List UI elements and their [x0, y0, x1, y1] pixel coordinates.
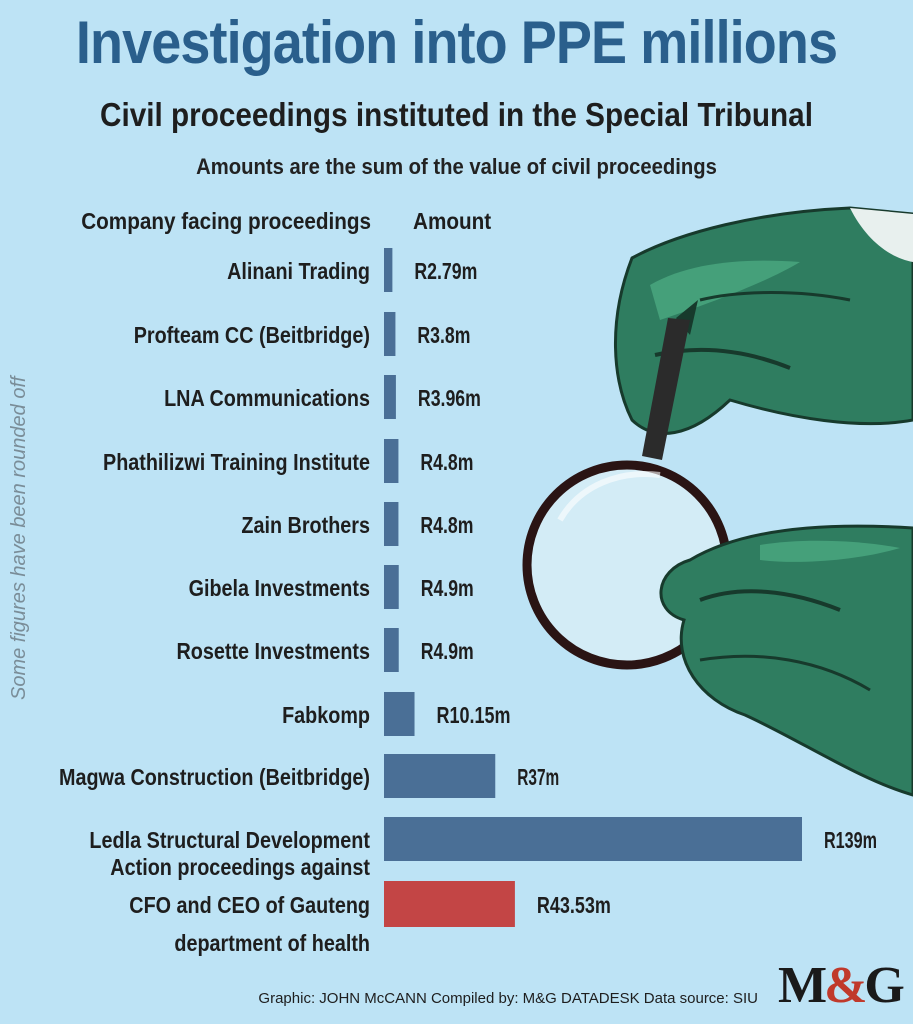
category-label-10-0: Action proceedings against: [110, 854, 370, 880]
value-label-0: R2.79m: [414, 258, 477, 284]
bar-4: [384, 502, 399, 546]
category-label-3-0: Phathilizwi Training Institute: [103, 449, 370, 475]
column-header-company: Company facing proceedings: [81, 208, 371, 234]
value-label-9: R139m: [824, 827, 877, 853]
bar-10: [384, 881, 515, 927]
column-header-amount: Amount: [413, 208, 492, 234]
category-label-8-0: Magwa Construction (Beitbridge): [59, 764, 370, 790]
page-title: Investigation into PPE millions: [75, 9, 838, 76]
value-label-6: R4.9m: [421, 638, 474, 664]
value-label-7: R10.15m: [437, 702, 511, 728]
bar-8: [384, 754, 496, 798]
category-label-0-0: Alinani Trading: [227, 258, 370, 284]
category-label-5-0: Gibela Investments: [189, 575, 370, 601]
bar-6: [384, 628, 399, 672]
value-label-1: R3.8m: [417, 322, 470, 348]
category-label-2-0: LNA Communications: [164, 385, 370, 411]
category-label-9-0: Ledla Structural Development: [89, 827, 370, 853]
bar-0: [384, 248, 393, 292]
value-label-4: R4.8m: [420, 512, 473, 538]
value-label-5: R4.9m: [421, 575, 474, 601]
bar-2: [384, 375, 396, 419]
category-label-10-2: department of health: [174, 930, 370, 956]
mg-logo: M&G: [778, 957, 905, 1014]
bar-5: [384, 565, 399, 609]
bar-3: [384, 439, 399, 483]
value-label-8: R37m: [517, 764, 559, 790]
bar-7: [384, 692, 415, 736]
category-label-10-1: CFO and CEO of Gauteng: [129, 892, 370, 918]
bar-1: [384, 312, 396, 356]
value-label-2: R3.96m: [418, 385, 481, 411]
credits-footer: Graphic: JOHN McCANN Compiled by: M&G DA…: [258, 990, 758, 1007]
page-subtitle: Civil proceedings instituted in the Spec…: [100, 96, 813, 133]
category-label-7-0: Fabkomp: [282, 702, 370, 728]
value-label-10: R43.53m: [537, 892, 611, 918]
category-label-4-0: Zain Brothers: [241, 512, 370, 538]
chart-note: Amounts are the sum of the value of civi…: [196, 154, 717, 179]
category-label-6-0: Rosette Investments: [177, 638, 371, 664]
category-label-1-0: Profteam CC (Beitbridge): [134, 322, 370, 348]
bar-9: [384, 817, 802, 861]
value-label-3: R4.8m: [420, 449, 473, 475]
